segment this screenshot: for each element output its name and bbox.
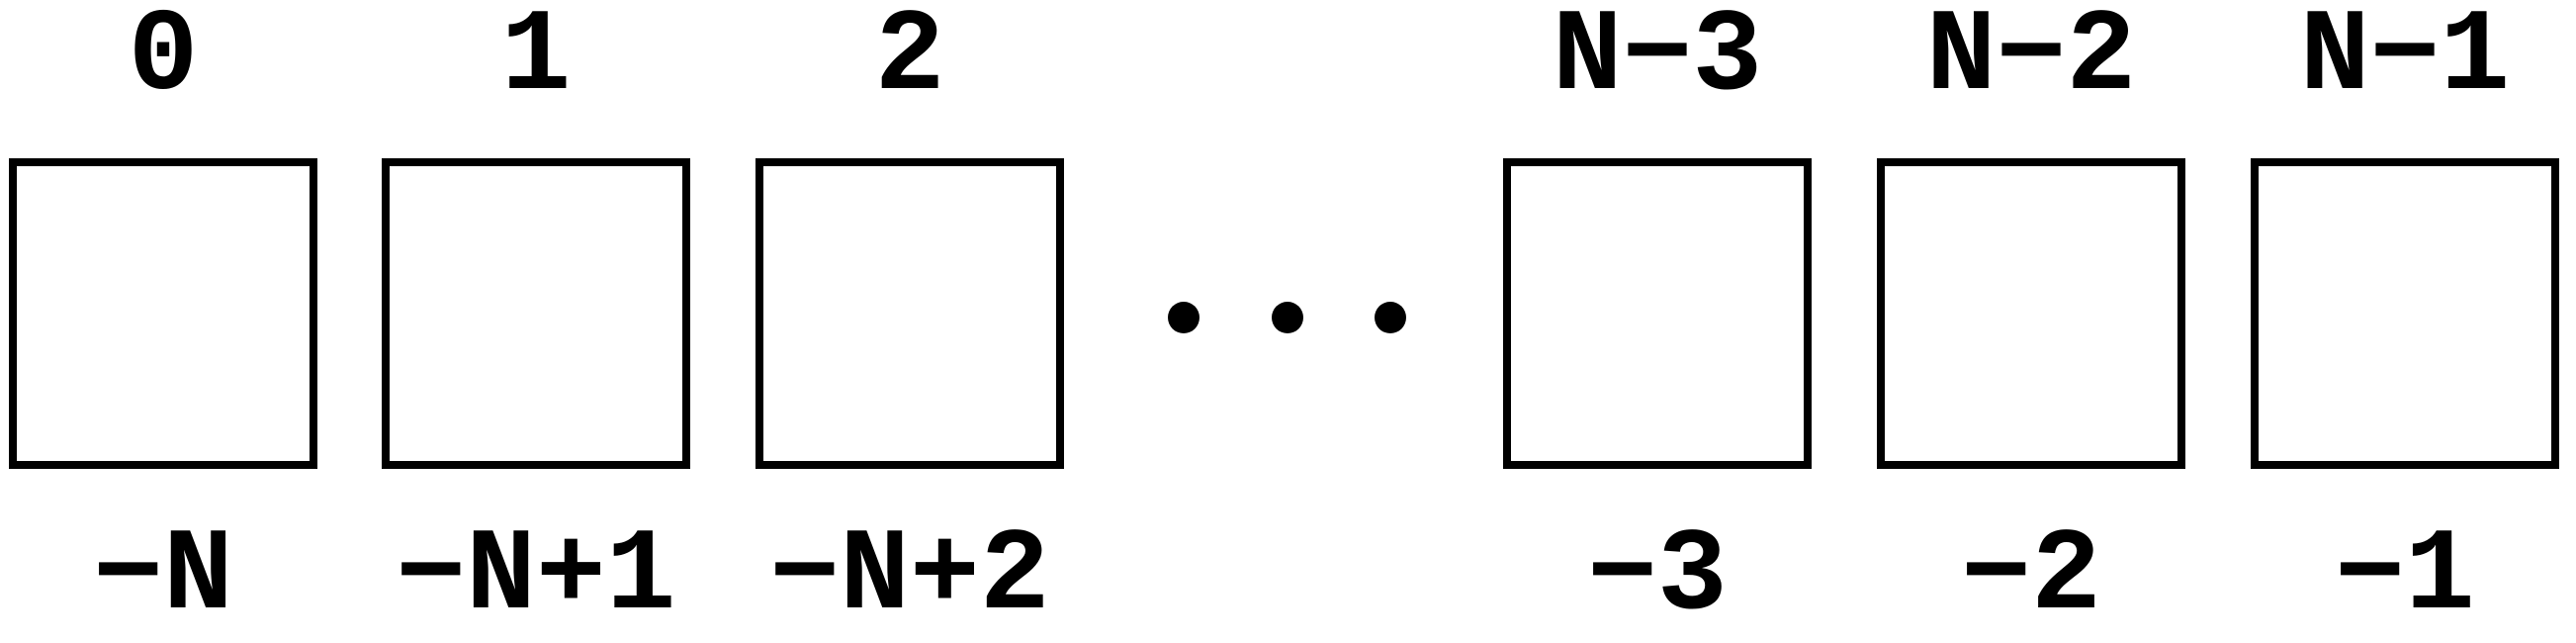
ellipsis-dot [1375, 302, 1406, 333]
array-cell-n-minus-3 [1503, 158, 1812, 469]
array-cell-2 [755, 158, 1064, 469]
negative-index-label-1: −N+1 [396, 511, 676, 643]
negative-index-label-n-minus-1: −1 [2335, 511, 2475, 643]
negative-index-label-0: −N [93, 511, 233, 643]
index-label-n-minus-3: N−3 [1552, 0, 1763, 124]
negative-index-label-n-minus-3: −3 [1587, 511, 1728, 643]
negative-index-label-2: −N+2 [769, 511, 1050, 643]
ellipsis-dot [1272, 302, 1303, 333]
array-cell-1 [382, 158, 690, 469]
index-label-n-minus-2: N−2 [1925, 0, 2137, 124]
array-cell-n-minus-2 [1877, 158, 2185, 469]
index-label-n-minus-1: N−1 [2299, 0, 2511, 124]
index-label-1: 1 [500, 0, 572, 124]
ellipsis-dot [1168, 302, 1199, 333]
array-cell-n-minus-1 [2251, 158, 2559, 469]
index-label-2: 2 [874, 0, 945, 124]
array-cell-0 [9, 158, 317, 469]
index-label-0: 0 [128, 0, 199, 124]
negative-index-label-n-minus-2: −2 [1961, 511, 2101, 643]
